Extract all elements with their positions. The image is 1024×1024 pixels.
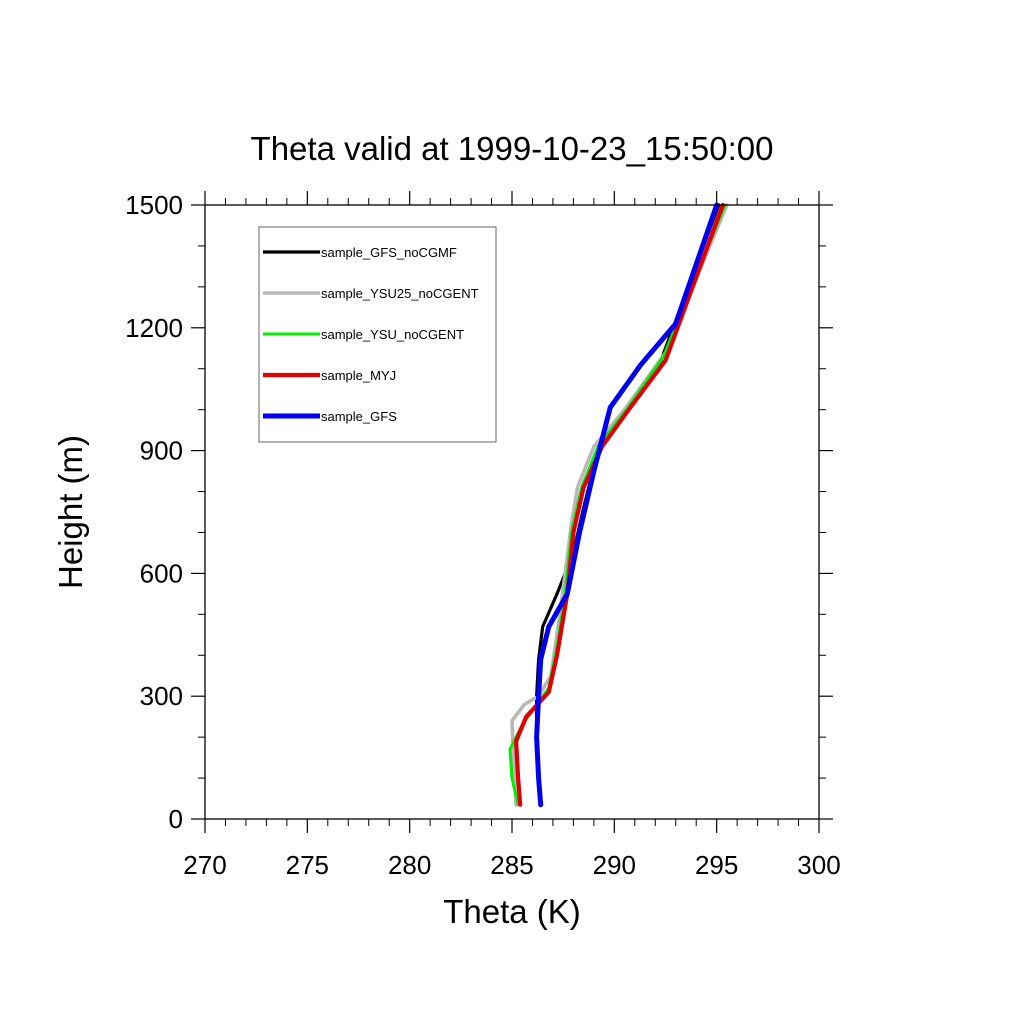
legend-label: sample_YSU_noCGENT	[321, 327, 464, 342]
series-line-sample_GFS	[534, 202, 720, 808]
legend: sample_GFS_noCGMF sample_YSU25_noCGENTsam…	[258, 226, 497, 443]
x-tick-label: 290	[593, 850, 636, 880]
series-layer	[508, 202, 729, 808]
x-axis-label: Theta (K)	[443, 893, 581, 930]
y-tick-label: 600	[140, 558, 183, 588]
y-tick-label: 1500	[125, 190, 183, 220]
y-tick-label: 900	[140, 436, 183, 466]
legend-label: sample_GFS_noCGMF	[321, 245, 457, 260]
plot-frame	[204, 204, 820, 820]
x-tick-label: 270	[183, 850, 226, 880]
y-tick-label: 0	[169, 804, 183, 834]
x-tick-label: 280	[388, 850, 431, 880]
x-tick-label: 285	[490, 850, 533, 880]
series-line-sample_MYJ	[513, 202, 725, 807]
ticks-layer: 270 275 280 285 290 295 300 0 300 600 900 1200 1500	[125, 190, 841, 880]
legend-label: sample_MYJ	[321, 368, 396, 383]
x-tick-label: 275	[286, 850, 329, 880]
chart-title: Theta valid at 1999-10-23_15:50:00	[251, 130, 774, 167]
x-tick-label: 295	[695, 850, 738, 880]
y-tick-label: 300	[140, 681, 183, 711]
series-line-sample_YSU_noCGENT	[508, 203, 727, 807]
y-axis-label: Height (m)	[52, 435, 89, 589]
y-tick-label: 1200	[125, 313, 183, 343]
legend-label: sample_YSU25_noCGENT	[321, 286, 479, 301]
x-tick-label: 300	[797, 850, 840, 880]
legend-label: sample_GFS	[321, 409, 397, 424]
series-line-sample_YSU25_noCGENT	[510, 203, 729, 807]
